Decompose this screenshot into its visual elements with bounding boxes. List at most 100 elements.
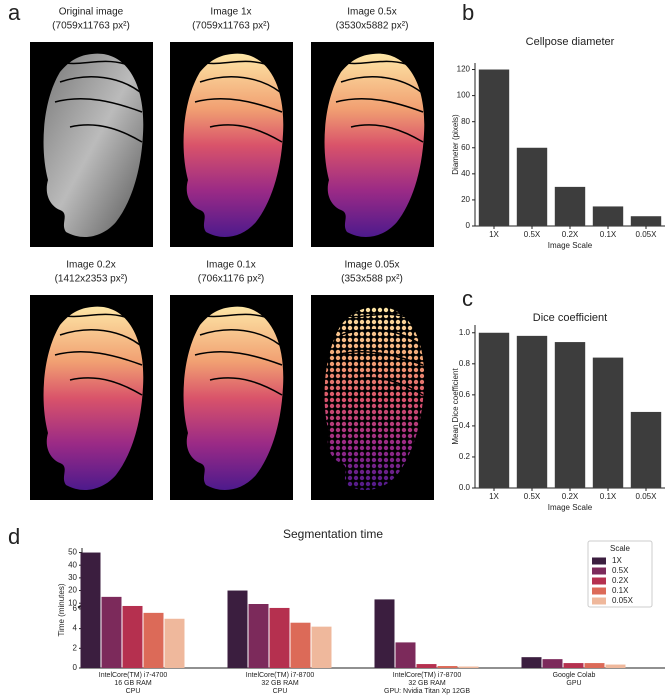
bar	[630, 411, 662, 488]
x-tick-label: 1X	[489, 492, 499, 501]
bar	[478, 69, 510, 227]
chart-title: Dice coefficient	[533, 312, 607, 324]
legend-label: 0.1X	[612, 586, 629, 595]
y-tick-label: 2	[73, 643, 78, 652]
x-axis-label: Image Scale	[548, 241, 593, 250]
tissue-crack	[199, 313, 266, 318]
image-title: Original image	[59, 7, 124, 18]
chart-title: Cellpose diameter	[526, 36, 615, 48]
x-tick-label: 0.1X	[600, 492, 617, 501]
x-tick-label: 0.5X	[524, 230, 541, 239]
x-tick-label: 0.5X	[524, 492, 541, 501]
bar	[101, 604, 122, 668]
chart-title: Segmentation time	[283, 527, 383, 541]
image-title: Image 1x	[210, 7, 251, 18]
bar	[101, 596, 122, 607]
bar	[80, 552, 101, 607]
tissue-crack	[59, 76, 141, 93]
y-tick-label: 80	[461, 117, 470, 126]
image-subtitle: (7059x11763 px²)	[52, 21, 130, 32]
image-subtitle: (1412x2353 px²)	[55, 274, 128, 285]
x-tick-label: IntelCore(TM) i7-8700 32 GB RAM GPU: Nvi…	[384, 672, 470, 695]
legend-swatch	[592, 567, 606, 575]
bar	[374, 604, 395, 668]
tissue-crack	[350, 377, 424, 396]
x-tick-label: 0.2X	[562, 492, 579, 501]
image-subtitle: (3530x5882 px²)	[336, 21, 409, 32]
tissue-crack	[340, 313, 407, 318]
bar	[164, 618, 185, 668]
bar	[311, 626, 332, 668]
tissue-crack	[340, 60, 407, 65]
bar	[592, 206, 624, 226]
x-tick-label: 1X	[489, 230, 499, 239]
bar	[630, 216, 662, 226]
bar	[516, 147, 548, 226]
tissue-crack	[69, 377, 143, 396]
bar	[395, 642, 416, 668]
tissue-crack	[199, 60, 266, 65]
tissue-crack	[54, 350, 143, 366]
bar	[374, 599, 395, 607]
bar	[478, 332, 510, 488]
y-tick-label: 60	[461, 143, 470, 152]
tissue-crack	[59, 329, 141, 346]
panel-label: a	[8, 0, 21, 25]
bar	[227, 590, 248, 607]
bar	[80, 604, 101, 668]
tissue-crack	[209, 377, 283, 396]
legend-label: 1X	[612, 556, 622, 565]
y-tick-label: 4	[73, 624, 78, 633]
tissue-crack	[199, 329, 281, 346]
x-tick-label: IntelCore(TM) i7-4700 16 GB RAM CPU	[98, 672, 168, 695]
legend-label: 0.2X	[612, 576, 629, 585]
bar	[290, 622, 311, 668]
y-tick-label: 0.0	[459, 483, 471, 492]
legend-label: 0.5X	[612, 566, 629, 575]
image-title: Image 0.1x	[206, 260, 255, 271]
tissue-crack	[340, 76, 422, 93]
y-tick-label: 120	[457, 65, 471, 74]
image	[324, 53, 425, 238]
legend-title: Scale	[610, 544, 631, 553]
y-axis-label: Diameter (pixels)	[451, 114, 460, 175]
x-tick-label: 0.2X	[562, 230, 579, 239]
tissue-crack	[350, 124, 424, 143]
y-tick-label: 0.6	[459, 390, 471, 399]
y-tick-label: 100	[457, 91, 471, 100]
tissue-crack	[340, 329, 422, 346]
bar	[416, 664, 437, 668]
x-axis-label: Image Scale	[548, 503, 593, 512]
tissue-crack	[59, 60, 126, 65]
tissue-crack	[194, 97, 283, 113]
y-tick-label: 10	[68, 598, 77, 607]
image-title: Image 0.5x	[347, 7, 396, 18]
image	[324, 306, 425, 491]
y-tick-label: 50	[68, 548, 77, 557]
y-axis-label: Time (minutes)	[57, 583, 66, 636]
y-tick-label: 20	[68, 586, 77, 595]
bar	[521, 657, 542, 668]
tissue-crack	[54, 97, 143, 113]
y-tick-label: 0	[466, 221, 471, 230]
bar	[143, 612, 164, 668]
bar	[554, 342, 586, 488]
image-subtitle: (7059x11763 px²)	[192, 21, 270, 32]
bar	[122, 605, 143, 668]
legend-label: 0.05X	[612, 596, 634, 605]
y-tick-label: 0.2	[459, 452, 471, 461]
image	[183, 53, 284, 238]
bar	[437, 666, 458, 668]
legend-swatch	[592, 577, 606, 585]
tissue-crack	[194, 350, 283, 366]
panel-label: c	[462, 286, 473, 311]
bar	[269, 607, 290, 668]
bar	[592, 357, 624, 488]
image-subtitle: (353x588 px²)	[341, 274, 403, 285]
legend-swatch	[592, 597, 606, 605]
tissue-crack	[69, 124, 143, 143]
y-tick-label: 6	[73, 604, 78, 613]
bar	[605, 664, 626, 668]
bar	[227, 604, 248, 668]
